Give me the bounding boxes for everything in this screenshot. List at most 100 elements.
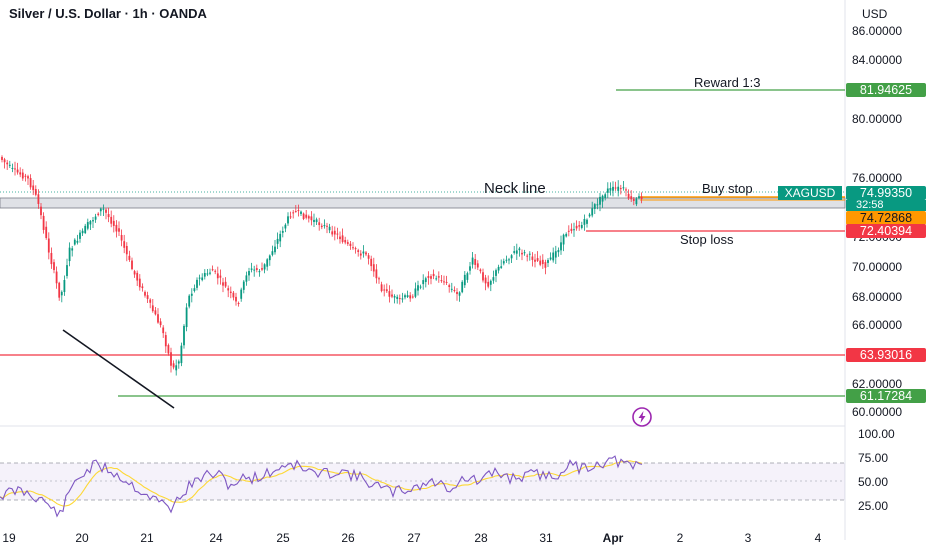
candle-body: [417, 285, 419, 291]
candles: [1, 155, 643, 376]
candle-body: [406, 295, 409, 297]
candle-body: [235, 296, 237, 302]
candle-body: [50, 252, 53, 265]
candle-body: [385, 289, 388, 292]
candle-body: [128, 255, 131, 260]
candle-body: [632, 198, 635, 201]
candle-body: [263, 264, 266, 270]
price-levels: [0, 89, 846, 409]
candle-body: [167, 345, 170, 354]
x-axis: 19 20 21 24 25 26 27 28 31 Apr 2 3 4: [2, 531, 821, 545]
candle-body: [320, 225, 323, 228]
rsi-line: [0, 455, 643, 518]
candle-body: [487, 281, 490, 287]
candle-body: [492, 277, 495, 281]
candle-body: [300, 211, 302, 214]
candle-body: [466, 273, 469, 280]
chart-title: Silver / U.S. Dollar · 1h · OANDA: [9, 6, 207, 21]
candle-body: [432, 273, 435, 277]
candle-body: [567, 230, 570, 232]
candle-body: [630, 196, 633, 200]
candle-body: [445, 281, 448, 283]
candle-body: [362, 251, 365, 254]
candle-body: [268, 255, 271, 261]
candle-body: [149, 299, 152, 303]
candle-body: [638, 196, 640, 199]
candle-body: [53, 262, 55, 271]
candle-body: [172, 363, 175, 368]
candle-body: [346, 242, 349, 244]
candle-body: [292, 212, 295, 214]
candle-body: [357, 250, 360, 252]
candle-body: [318, 222, 321, 226]
candle-body: [513, 251, 516, 253]
candle-body: [133, 271, 136, 275]
candle-body: [591, 208, 594, 216]
candle-body: [219, 275, 222, 278]
candle-body: [619, 188, 622, 190]
candle-body: [326, 225, 328, 227]
candle-body: [497, 266, 500, 271]
candle-body: [331, 231, 334, 235]
candle-body: [297, 210, 300, 212]
candle-body: [515, 250, 518, 254]
candle-body: [554, 251, 557, 258]
candle-body: [419, 286, 422, 288]
flash-icon[interactable]: [631, 406, 653, 428]
x-tick-label: 20: [75, 531, 89, 545]
candle-body: [612, 186, 614, 191]
candle-body: [541, 259, 544, 265]
level-price-tag-red: 63.93016: [846, 348, 926, 362]
candle-body: [66, 265, 68, 276]
x-tick-label: 31: [539, 531, 553, 545]
candle-body: [609, 188, 612, 191]
candle-body: [359, 253, 362, 256]
candle-body: [372, 264, 375, 272]
candle-body: [255, 268, 258, 270]
candle-body: [131, 260, 133, 270]
candle-body: [440, 280, 443, 282]
candle-body: [276, 238, 279, 244]
candle-body: [287, 216, 289, 224]
rsi-tick-label: 25.00: [858, 499, 888, 513]
candle-body: [19, 172, 22, 175]
candle-body: [159, 321, 162, 326]
candle-body: [315, 219, 318, 223]
rsi-tick-label: 75.00: [858, 451, 888, 465]
candle-body: [474, 259, 477, 265]
candle-body: [73, 239, 76, 245]
candle-body: [110, 216, 113, 224]
candle-body: [544, 262, 547, 268]
candle-body: [92, 220, 94, 222]
candle-body: [154, 310, 157, 315]
candle-body: [573, 229, 575, 231]
neck-line-label: Neck line: [484, 180, 546, 197]
candle-body: [375, 269, 378, 279]
y-tick-label: 68.00000: [852, 290, 902, 304]
candle-body: [307, 216, 310, 219]
x-tick-label: 25: [276, 531, 290, 545]
candle-body: [222, 282, 224, 286]
candle-body: [203, 273, 206, 277]
candle-body: [365, 252, 367, 255]
candle-body: [562, 234, 565, 245]
candle-body: [29, 178, 32, 188]
y-tick-label: 84.00000: [852, 53, 902, 67]
rsi-band: [0, 463, 845, 500]
candle-body: [14, 168, 16, 170]
candle-body: [71, 248, 74, 251]
candle-body: [63, 280, 66, 293]
candle-body: [214, 270, 217, 272]
candle-body: [190, 293, 193, 296]
candle-body: [55, 271, 58, 284]
candle-body: [635, 198, 638, 205]
candle-body: [144, 291, 146, 296]
candle-body: [162, 327, 165, 334]
x-tick-label: 2: [677, 531, 684, 545]
x-tick-label: 21: [140, 531, 154, 545]
candle-body: [401, 298, 404, 300]
candle-body: [193, 288, 196, 291]
candle-body: [479, 269, 482, 272]
candle-body: [271, 251, 274, 255]
